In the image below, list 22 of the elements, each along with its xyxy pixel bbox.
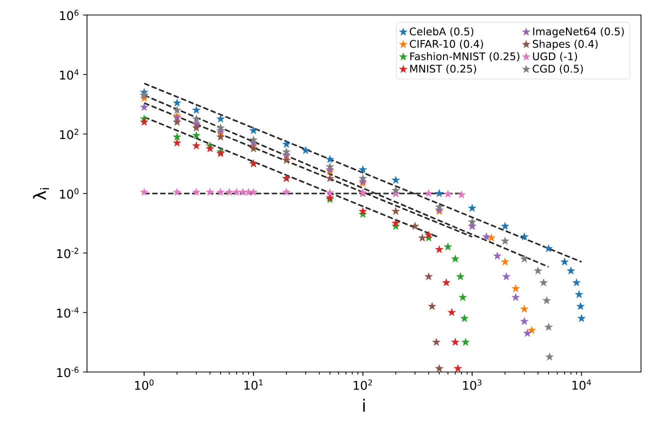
y-tick-label: 10$^{2}$: [60, 128, 78, 140]
y-axis-title: λ$_{i}$: [33, 188, 50, 200]
legend-label: Fashion-MNIST (0.25): [410, 52, 520, 62]
x-tick-label: 10$^{2}$: [354, 379, 372, 390]
legend-label: ImageNet64 (0.5): [533, 27, 624, 38]
y-tick-label: 10$^{-6}$: [57, 366, 79, 378]
y-tick-label: 10$^{6}$: [60, 10, 79, 20]
x-tick-label: 10$^{1}$: [244, 379, 263, 390]
y-tick-label: 10$^{-2}$: [57, 248, 78, 258]
legend-label: UGD (-1): [533, 52, 578, 62]
legend-label: Shapes (0.4): [532, 40, 598, 50]
legend-label: CGD (0.5): [532, 64, 583, 74]
y-tick-label: 10$^{-4}$: [57, 307, 79, 318]
x-tick-label: 10$^{3}$: [463, 379, 482, 390]
x-axis-title: i: [363, 398, 365, 412]
legend-label: MNIST (0.25): [410, 64, 476, 74]
legend-label: CelebA (0.5): [410, 27, 474, 37]
y-tick-label: 10$^{0}$: [60, 188, 78, 199]
x-tick-label: 10$^{0}$: [135, 379, 154, 390]
x-tick-label: 10$^{4}$: [572, 379, 591, 390]
y-tick-label: 10$^{4}$: [60, 69, 79, 80]
legend-label: CIFAR-10 (0.4): [410, 40, 483, 50]
